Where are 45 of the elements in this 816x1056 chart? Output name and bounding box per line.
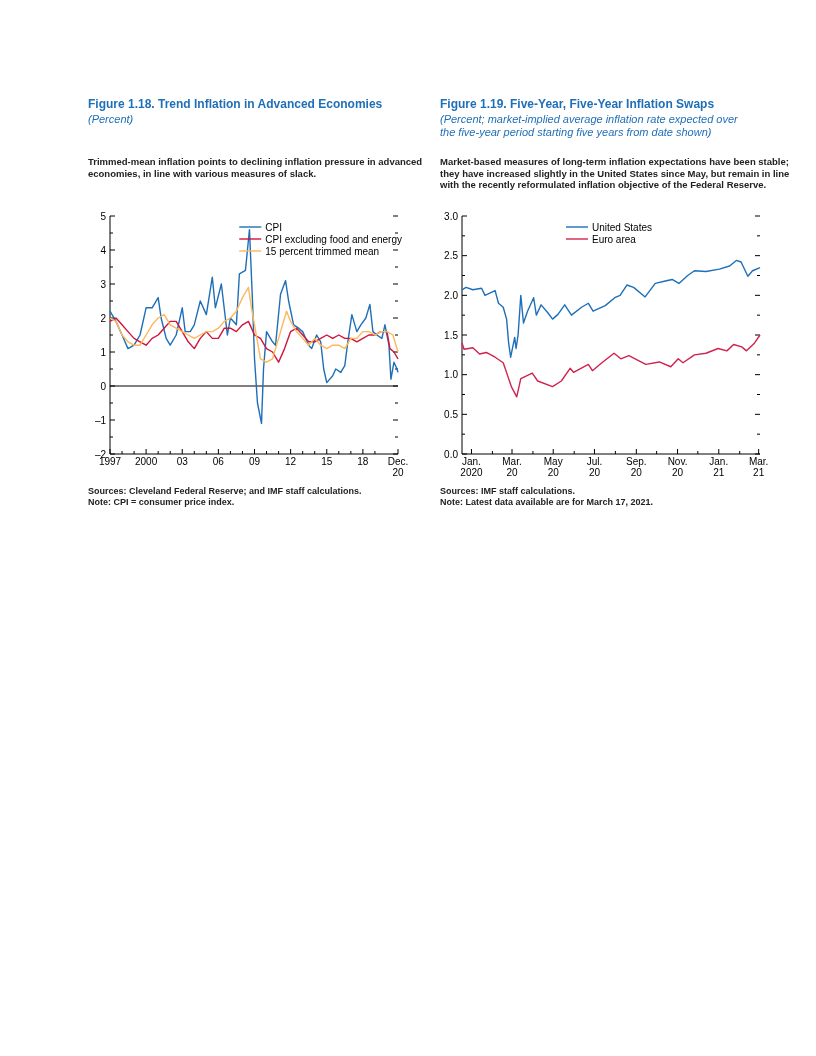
legend-label: Euro area — [591, 234, 637, 245]
x-tick-label: 06 — [212, 456, 225, 467]
y-tick-label: 3 — [100, 278, 107, 290]
chart-subtitle: (Percent; market-implied average inflation rate expected over the five-year period starting five years from date shown) — [440, 113, 740, 138]
x-tick-label: 09 — [248, 456, 261, 467]
y-tick-label: 4 — [100, 244, 107, 256]
x-tick-label: Mar. 21 — [748, 456, 769, 478]
legend-label: 15 percent trimmed mean — [265, 246, 380, 257]
x-tick-label: 12 — [285, 456, 297, 467]
y-tick-label: 1.0 — [444, 369, 459, 381]
text: Market-based measures of long-term inflation expectations have been stable; they have increased slightly in the United States since May, but remain in line with the recently reformulated inflation objective of the Federal Reserve. — [439, 156, 790, 190]
x-tick-label: Jan. 2020 — [460, 456, 484, 478]
y-tick-label: 2.5 — [444, 250, 459, 262]
y-tick-label: 2.0 — [444, 289, 459, 301]
legend-label: United States — [591, 222, 653, 233]
legend-label: CPI excluding food and energy — [265, 234, 403, 245]
legend-label: CPI — [265, 222, 282, 233]
y-tick-label: 5 — [100, 210, 107, 222]
x-tick-label: 2000 — [134, 456, 158, 467]
x-tick-label: 03 — [176, 456, 189, 467]
y-tick-label: 1.5 — [444, 329, 459, 341]
y-tick-label: 0.5 — [444, 408, 459, 420]
x-tick-label: 15 — [321, 456, 333, 467]
x-tick-label: May 20 — [543, 456, 563, 478]
text: Trimmed-mean inflation points to declining inflation pressure in advanced economies, in line with various measures of slack. — [88, 156, 423, 179]
source-note: Sources: Cleveland Federal Reserve; and IMF staff calculations. — [88, 486, 362, 496]
y-tick-label: 0 — [100, 380, 107, 392]
y-tick-label: 1 — [100, 346, 107, 358]
y-tick-label: 2 — [100, 312, 107, 324]
x-tick-label: Jul. 20 — [586, 456, 603, 478]
x-tick-label: Dec. 20 — [387, 456, 409, 478]
chart-title: Figure 1.18. Trend Inflation in Advanced Economies — [88, 97, 383, 111]
x-tick-label: Nov. 20 — [667, 456, 688, 478]
y-tick-label: 3.0 — [444, 210, 459, 222]
text: Note: Latest data available are for March 17, 2021. — [440, 497, 654, 507]
x-tick-label: Jan. 21 — [709, 456, 729, 478]
x-tick-label: 18 — [357, 456, 369, 467]
chart-subtitle: (Percent) — [88, 113, 134, 125]
y-tick-label: 0.0 — [444, 448, 459, 460]
y-tick-label: –1 — [94, 414, 107, 426]
chart-title: Figure 1.19. Five-Year, Five-Year Inflation Swaps — [440, 97, 715, 111]
source-note: Sources: IMF staff calculations. — [440, 486, 576, 496]
x-tick-label: Mar. 20 — [502, 456, 522, 478]
x-tick-label: Sep. 20 — [626, 456, 647, 478]
text: Note: CPI = consumer price index. — [88, 497, 235, 507]
